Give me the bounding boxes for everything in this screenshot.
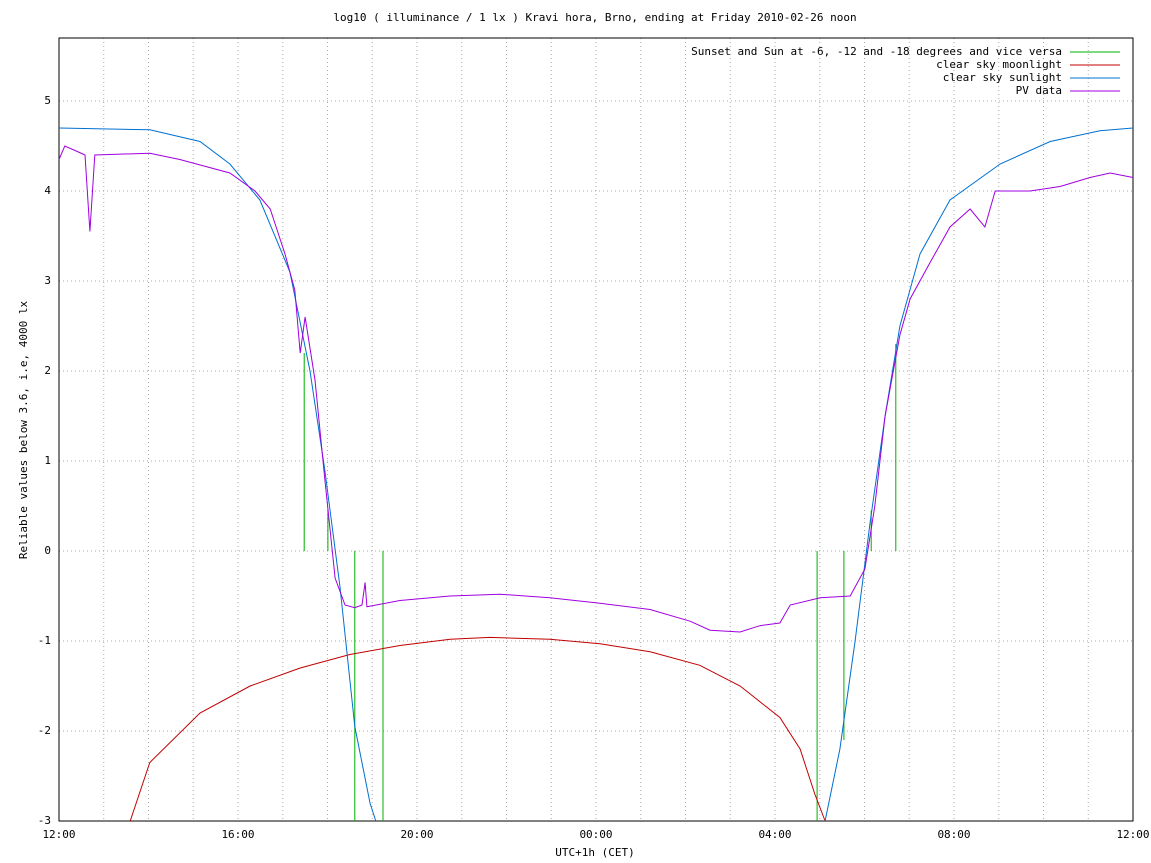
legend-label: PV data [1016, 84, 1062, 97]
legend-label: Sunset and Sun at -6, -12 and -18 degree… [691, 45, 1062, 58]
plot-border [58, 37, 1134, 822]
x-tick-label: 12:00 [1116, 828, 1149, 841]
x-tick-label: 20:00 [400, 828, 433, 841]
x-tick-label: 16:00 [221, 828, 254, 841]
legend-label: clear sky moonlight [936, 58, 1062, 71]
y-tick-label: 0 [44, 544, 51, 557]
y-tick-label: -1 [38, 634, 51, 647]
data-line [303, 344, 897, 821]
data-line [58, 145, 1134, 633]
chart-title: log10 ( illuminance / 1 lx ) Kravi hora,… [333, 11, 856, 24]
y-tick-label: 4 [44, 184, 51, 197]
y-axis-label: Reliable values below 3.6, i.e, 4000 lx [17, 300, 30, 559]
x-tick-label: 04:00 [758, 828, 791, 841]
y-tick-label: 5 [44, 94, 51, 107]
x-tick-label: 08:00 [937, 828, 970, 841]
y-tick-label: 1 [44, 454, 51, 467]
x-axis-label: UTC+1h (CET) [555, 846, 634, 859]
y-tick-label: -2 [38, 724, 51, 737]
y-tick-label: 2 [44, 364, 51, 377]
x-tick-label: 12:00 [42, 828, 75, 841]
legend-label: clear sky sunlight [943, 71, 1062, 84]
y-tick-label: -3 [38, 814, 51, 827]
x-tick-label: 00:00 [579, 828, 612, 841]
data-line [129, 636, 826, 822]
data-line [58, 127, 1134, 822]
y-tick-label: 3 [44, 274, 51, 287]
